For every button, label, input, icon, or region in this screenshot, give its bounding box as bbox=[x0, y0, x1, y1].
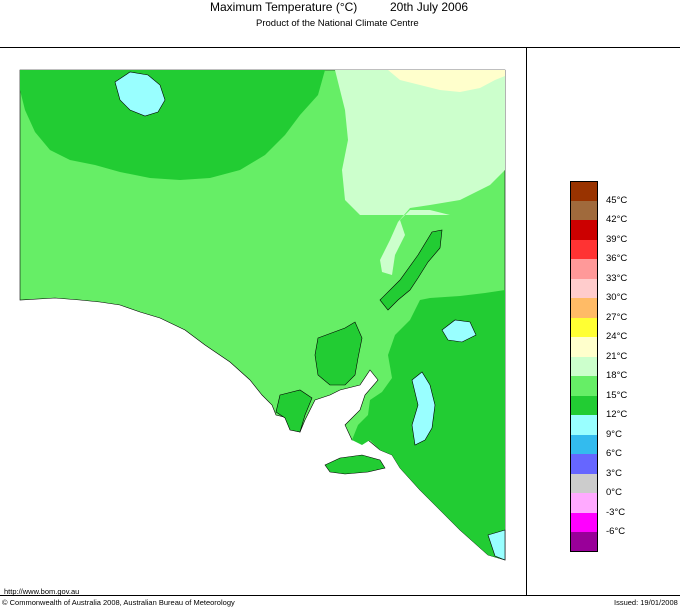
legend-label: 18°C bbox=[606, 370, 628, 381]
legend-label: 30°C bbox=[606, 292, 628, 303]
legend-label: 12°C bbox=[606, 409, 628, 420]
legend-label: 45°C bbox=[606, 194, 628, 206]
legend-swatch bbox=[570, 532, 598, 552]
legend-label: -6°C bbox=[606, 526, 626, 537]
legend-swatch bbox=[570, 181, 598, 201]
frame-divider-line bbox=[526, 47, 527, 595]
legend-swatch bbox=[570, 337, 598, 357]
legend-label: 15°C bbox=[606, 389, 628, 401]
legend-swatch bbox=[570, 278, 598, 298]
legend-label: 27°C bbox=[606, 311, 628, 323]
legend-swatch bbox=[570, 220, 598, 240]
legend-swatch bbox=[570, 200, 598, 220]
source-url: http://www.bom.gov.au bbox=[4, 587, 80, 596]
title-row: Maximum Temperature (°C) 20th July 2006 bbox=[0, 0, 680, 18]
land-region-9c-east bbox=[441, 319, 477, 343]
legend-swatch bbox=[570, 512, 598, 532]
copyright-notice: © Commonwealth of Australia 2008, Austra… bbox=[2, 598, 235, 607]
legend-label: 24°C bbox=[606, 331, 628, 342]
legend-label: 39°C bbox=[606, 233, 628, 245]
legend-swatch bbox=[570, 395, 598, 415]
legend-label: 3°C bbox=[606, 467, 622, 479]
legend-label: 42°C bbox=[606, 214, 628, 225]
legend-swatch bbox=[570, 454, 598, 474]
land-region-18c bbox=[335, 70, 505, 275]
legend-label: 9°C bbox=[606, 428, 622, 440]
map-subtitle: Product of the National Climate Centre bbox=[256, 18, 419, 29]
map-title: Maximum Temperature (°C) bbox=[210, 0, 358, 14]
legend-swatch bbox=[570, 298, 598, 318]
legend-swatch bbox=[570, 317, 598, 337]
legend-swatch bbox=[570, 415, 598, 435]
legend-swatch bbox=[570, 239, 598, 259]
land-region-9c-northwest bbox=[114, 71, 166, 117]
land-region-21c bbox=[388, 70, 505, 92]
land-region-12c-peninsula bbox=[314, 321, 363, 386]
island-region bbox=[324, 454, 386, 475]
land-region-9c-gulf-strip bbox=[411, 371, 436, 446]
issued-date: Issued: 19/01/2008 bbox=[614, 598, 678, 607]
legend-swatch bbox=[570, 376, 598, 396]
legend-swatch bbox=[570, 356, 598, 376]
map-date: 20th July 2006 bbox=[390, 0, 469, 14]
frame-top-line bbox=[0, 47, 680, 48]
legend-label: 6°C bbox=[606, 448, 622, 459]
legend-swatch bbox=[570, 259, 598, 279]
legend-swatch bbox=[570, 434, 598, 454]
legend-label: 0°C bbox=[606, 487, 622, 498]
land-region-12c-west bbox=[275, 389, 313, 433]
temperature-legend bbox=[570, 181, 598, 552]
legend-swatch bbox=[570, 473, 598, 493]
land-region-12c-gulf bbox=[379, 229, 443, 311]
legend-swatch bbox=[570, 493, 598, 513]
land-region-9c-southeast bbox=[487, 529, 506, 561]
frame-bottom-line bbox=[0, 595, 680, 596]
legend-label: 36°C bbox=[606, 253, 628, 264]
legend-label: 33°C bbox=[606, 272, 628, 284]
land-region-12c-northwest bbox=[20, 70, 325, 180]
legend-label: 21°C bbox=[606, 350, 628, 362]
legend-label: -3°C bbox=[606, 506, 626, 518]
